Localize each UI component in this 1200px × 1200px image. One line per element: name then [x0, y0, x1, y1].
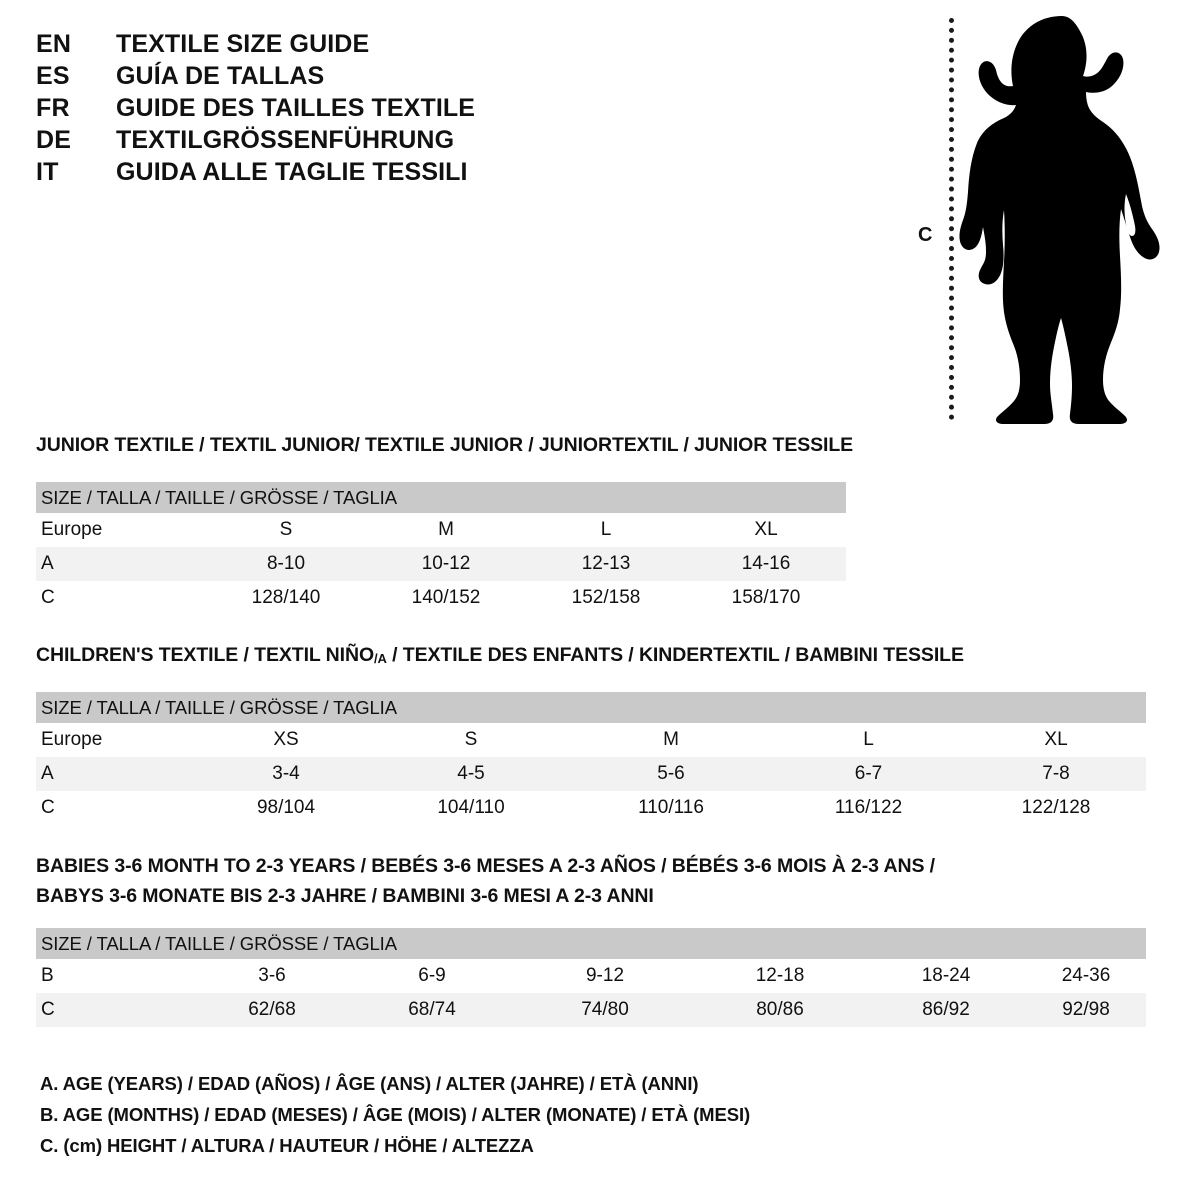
children-europe-l: L: [771, 723, 966, 757]
height-measure-label: C: [918, 224, 933, 246]
babies-b-col2: 6-9: [348, 959, 516, 993]
babies-b-col3: 9-12: [516, 959, 694, 993]
language-row-es: ES GUÍA DE TALLAS: [36, 62, 556, 94]
children-a-xl: 7-8: [966, 757, 1147, 791]
junior-row-label-c: C: [36, 581, 206, 615]
legend-line-b: B. AGE (MONTHS) / EDAD (MESES) / ÂGE (MO…: [40, 1104, 751, 1125]
section-heading-babies-line2: BABYS 3-6 MONATE BIS 2-3 JAHRE / BAMBINI…: [36, 885, 654, 907]
children-c-m: 110/116: [571, 791, 771, 825]
children-europe-m: M: [571, 723, 771, 757]
table-row: Europe S M L XL: [36, 513, 847, 547]
junior-c-xl: 158/170: [686, 581, 847, 615]
junior-europe-s: S: [206, 513, 366, 547]
children-row-label-europe: Europe: [36, 723, 201, 757]
legend-line-a: A. AGE (YEARS) / EDAD (AÑOS) / ÂGE (ANS)…: [40, 1073, 699, 1094]
table-row: C 128/140 140/152 152/158 158/170: [36, 581, 847, 615]
children-c-xl: 122/128: [966, 791, 1147, 825]
child-silhouette-icon: [959, 16, 1160, 424]
junior-c-m: 140/152: [366, 581, 526, 615]
children-band-label: SIZE / TALLA / TAILLE / GRÖSSE / TAGLIA: [36, 692, 1147, 723]
language-row-en: EN TEXTILE SIZE GUIDE: [36, 30, 556, 62]
section-heading-children: CHILDREN'S TEXTILE / TEXTIL NIÑO/A / TEX…: [36, 644, 964, 667]
children-europe-s: S: [371, 723, 571, 757]
guide-title-it: GUIDA ALLE TAGLIE TESSILI: [116, 158, 468, 186]
children-row-label-a: A: [36, 757, 201, 791]
children-c-l: 116/122: [771, 791, 966, 825]
language-header-block: EN TEXTILE SIZE GUIDE ES GUÍA DE TALLAS …: [36, 30, 556, 190]
language-code-es: ES: [36, 62, 70, 90]
babies-row-label-c: C: [36, 993, 196, 1027]
junior-europe-xl: XL: [686, 513, 847, 547]
guide-title-en: TEXTILE SIZE GUIDE: [116, 30, 370, 58]
children-size-table: SIZE / TALLA / TAILLE / GRÖSSE / TAGLIA …: [36, 692, 1147, 825]
legend-line-c: C. (cm) HEIGHT / ALTURA / HAUTEUR / HÖHE…: [40, 1135, 534, 1156]
language-code-fr: FR: [36, 94, 70, 122]
children-heading-part1: CHILDREN'S TEXTILE / TEXTIL NIÑO: [36, 644, 375, 666]
junior-a-l: 12-13: [526, 547, 686, 581]
guide-title-fr: GUIDE DES TAILLES TEXTILE: [116, 94, 476, 122]
junior-c-s: 128/140: [206, 581, 366, 615]
junior-a-s: 8-10: [206, 547, 366, 581]
babies-b-col6: 24-36: [1026, 959, 1147, 993]
junior-europe-m: M: [366, 513, 526, 547]
children-c-xs: 98/104: [201, 791, 371, 825]
children-heading-subscript: /A: [374, 651, 387, 666]
children-europe-xs: XS: [201, 723, 371, 757]
language-row-fr: FR GUIDE DES TAILLES TEXTILE: [36, 94, 556, 126]
table-row: C 62/68 68/74 74/80 80/86 86/92 92/98: [36, 993, 1147, 1027]
guide-title-de: TEXTILGRÖSSENFÜHRUNG: [116, 126, 455, 154]
height-measure-dotted-line: [949, 18, 954, 420]
children-a-l: 6-7: [771, 757, 966, 791]
guide-title-es: GUÍA DE TALLAS: [116, 62, 325, 90]
table-row: B 3-6 6-9 9-12 12-18 18-24 24-36: [36, 959, 1147, 993]
babies-band-label: SIZE / TALLA / TAILLE / GRÖSSE / TAGLIA: [36, 928, 1147, 959]
table-row: Europe XS S M L XL: [36, 723, 1147, 757]
children-a-xs: 3-4: [201, 757, 371, 791]
babies-c-col2: 68/74: [348, 993, 516, 1027]
language-code-de: DE: [36, 126, 72, 154]
babies-table-band-row: SIZE / TALLA / TAILLE / GRÖSSE / TAGLIA: [36, 928, 1147, 959]
babies-b-col5: 18-24: [866, 959, 1026, 993]
babies-row-label-b: B: [36, 959, 196, 993]
section-heading-babies-line1: BABIES 3-6 MONTH TO 2-3 YEARS / BEBÉS 3-…: [36, 855, 935, 877]
children-heading-part2: / TEXTILE DES ENFANTS / KINDERTEXTIL / B…: [386, 644, 964, 666]
junior-size-table: SIZE / TALLA / TAILLE / GRÖSSE / TAGLIA …: [36, 482, 847, 615]
babies-c-col6: 92/98: [1026, 993, 1147, 1027]
language-row-it: IT GUIDA ALLE TAGLIE TESSILI: [36, 158, 556, 190]
table-row: A 8-10 10-12 12-13 14-16: [36, 547, 847, 581]
babies-c-col3: 74/80: [516, 993, 694, 1027]
junior-a-xl: 14-16: [686, 547, 847, 581]
babies-c-col5: 86/92: [866, 993, 1026, 1027]
children-row-label-c: C: [36, 791, 201, 825]
children-a-m: 5-6: [571, 757, 771, 791]
section-heading-junior: JUNIOR TEXTILE / TEXTIL JUNIOR/ TEXTILE …: [36, 434, 854, 456]
table-row: C 98/104 104/110 110/116 116/122 122/128: [36, 791, 1147, 825]
junior-row-label-europe: Europe: [36, 513, 206, 547]
babies-c-col4: 80/86: [694, 993, 866, 1027]
babies-c-col1: 62/68: [196, 993, 348, 1027]
language-code-en: EN: [36, 30, 72, 58]
babies-size-table: SIZE / TALLA / TAILLE / GRÖSSE / TAGLIA …: [36, 928, 1147, 1027]
language-row-de: DE TEXTILGRÖSSENFÜHRUNG: [36, 126, 556, 158]
babies-b-col1: 3-6: [196, 959, 348, 993]
children-europe-xl: XL: [966, 723, 1147, 757]
children-c-s: 104/110: [371, 791, 571, 825]
children-table-band-row: SIZE / TALLA / TAILLE / GRÖSSE / TAGLIA: [36, 692, 1147, 723]
junior-band-label: SIZE / TALLA / TAILLE / GRÖSSE / TAGLIA: [36, 482, 847, 513]
legend-block: A. AGE (YEARS) / EDAD (AÑOS) / ÂGE (ANS)…: [40, 1068, 860, 1161]
language-code-it: IT: [36, 158, 59, 186]
children-a-s: 4-5: [371, 757, 571, 791]
junior-c-l: 152/158: [526, 581, 686, 615]
junior-row-label-a: A: [36, 547, 206, 581]
junior-a-m: 10-12: [366, 547, 526, 581]
junior-europe-l: L: [526, 513, 686, 547]
height-measurement-figure: C: [900, 12, 1190, 424]
junior-table-band-row: SIZE / TALLA / TAILLE / GRÖSSE / TAGLIA: [36, 482, 847, 513]
table-row: A 3-4 4-5 5-6 6-7 7-8: [36, 757, 1147, 791]
babies-b-col4: 12-18: [694, 959, 866, 993]
